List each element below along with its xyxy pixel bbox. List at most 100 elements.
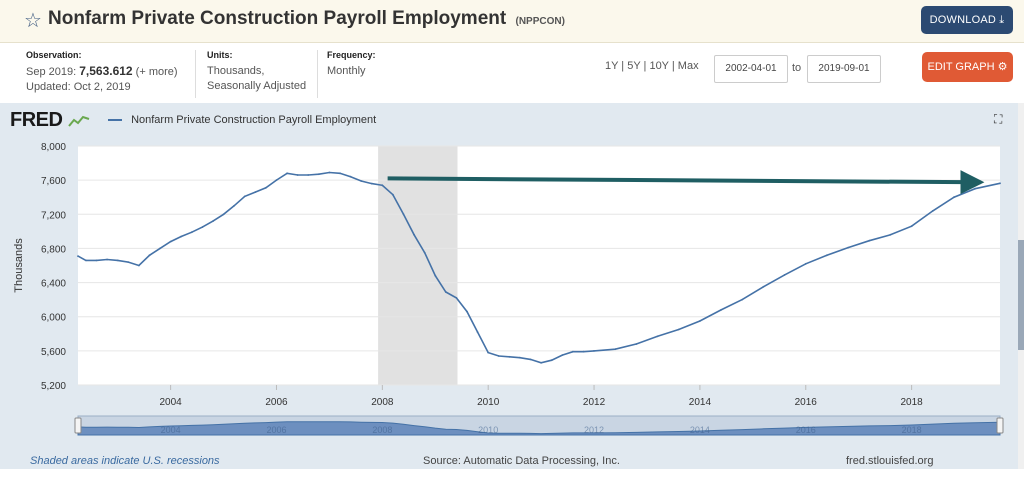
data-point xyxy=(444,291,447,293)
navigator-label: 2008 xyxy=(372,425,392,435)
recession-band xyxy=(378,146,458,385)
y-tick-label: 7,200 xyxy=(41,210,66,221)
source-text: Source: Automatic Data Processing, Inc. xyxy=(423,455,620,467)
frequency-label: Frequency: xyxy=(327,50,376,60)
navigator-label: 2010 xyxy=(478,425,498,435)
data-point xyxy=(381,184,384,187)
x-tick-label: 2018 xyxy=(900,397,923,408)
data-point xyxy=(222,213,225,216)
data-point xyxy=(476,331,479,333)
data-point xyxy=(328,171,331,174)
fred-logo-graph-icon xyxy=(67,115,89,127)
edit-graph-button[interactable]: EDIT GRAPH ⚙ xyxy=(922,52,1013,82)
navigator-label: 2006 xyxy=(266,425,286,435)
data-point xyxy=(519,356,521,359)
edit-graph-label: EDIT GRAPH xyxy=(927,61,995,73)
data-point xyxy=(826,254,828,257)
divider xyxy=(317,50,318,98)
data-point xyxy=(529,358,532,361)
units-line2: Seasonally Adjusted xyxy=(207,80,307,92)
updated-date: Updated: Oct 2, 2019 xyxy=(26,81,131,93)
data-point xyxy=(699,320,701,322)
fred-logo[interactable]: FRED xyxy=(10,109,90,132)
navigator-handle[interactable] xyxy=(996,417,1004,434)
data-point xyxy=(561,354,564,356)
data-point xyxy=(455,297,458,299)
data-point xyxy=(402,213,405,216)
observation-period: Sep 2019: xyxy=(26,66,77,78)
y-tick-label: 5,200 xyxy=(41,381,66,392)
recession-note-link[interactable]: Shaded areas indicate U.S. recessions xyxy=(30,455,220,467)
range-selector[interactable]: 1Y | 5Y | 10Y | Max xyxy=(605,60,699,72)
data-point xyxy=(296,174,299,176)
data-point xyxy=(127,261,130,263)
units-label: Units: xyxy=(207,50,233,60)
data-point xyxy=(116,259,119,262)
data-point xyxy=(423,251,426,254)
line-chart: 5,200 5,600 6,000 6,400 6,800 7,200 7,600 8,000… xyxy=(13,142,1004,436)
plot-background xyxy=(78,146,1000,385)
star-icon[interactable]: ☆ xyxy=(24,10,42,32)
x-tick-label: 2010 xyxy=(477,397,500,408)
data-point xyxy=(572,350,574,353)
download-button[interactable]: DOWNLOAD ⤓ xyxy=(921,6,1013,34)
data-point xyxy=(370,182,373,185)
site-link[interactable]: fred.stlouisfed.org xyxy=(846,455,934,467)
gear-icon: ⚙ xyxy=(997,61,1008,73)
scrollbar-thumb[interactable] xyxy=(1018,240,1024,350)
observation-value: 7,563.612 xyxy=(79,64,133,78)
data-point xyxy=(138,264,140,267)
observation-more-link[interactable]: (+ more) xyxy=(135,66,178,78)
download-label: DOWNLOAD xyxy=(929,14,997,26)
end-date-input[interactable]: 2019-09-01 xyxy=(807,55,881,83)
navigator-series xyxy=(77,421,1001,436)
data-point xyxy=(889,233,892,236)
data-point xyxy=(434,274,437,277)
data-point xyxy=(804,262,807,265)
data-point xyxy=(392,193,394,196)
fred-logo-text: FRED xyxy=(10,109,63,131)
annotation-arrow xyxy=(387,170,985,195)
data-point xyxy=(762,285,765,288)
y-tick-label: 6,400 xyxy=(41,279,66,290)
data-point xyxy=(95,259,98,262)
observation-line: Sep 2019: 7,563.612 (+ more) xyxy=(26,64,186,80)
data-point xyxy=(275,179,278,181)
units-line1: Thousands, xyxy=(207,65,265,77)
data-point xyxy=(148,254,151,257)
to-label: to xyxy=(792,62,802,74)
data-point xyxy=(286,172,288,175)
data-point xyxy=(254,191,257,193)
data-point xyxy=(317,173,320,176)
data-point xyxy=(339,172,341,175)
x-tick-label: 2014 xyxy=(689,397,712,408)
data-point xyxy=(85,259,87,262)
data-point xyxy=(233,204,236,207)
start-date-input[interactable]: 2002-04-01 xyxy=(714,55,788,83)
data-point xyxy=(212,220,214,222)
legend-swatch xyxy=(108,119,122,122)
data-point xyxy=(487,351,490,354)
data-point xyxy=(466,310,468,313)
data-point xyxy=(106,258,108,261)
data-point xyxy=(360,180,363,182)
units-block: Units: Thousands, Seasonally Adjusted xyxy=(207,50,317,94)
x-tick-label: 2008 xyxy=(371,397,394,408)
data-point xyxy=(656,335,659,338)
frequency-block: Frequency: Monthly xyxy=(327,50,407,79)
data-point xyxy=(159,247,161,250)
observation-block: Observation: Sep 2019: 7,563.612 (+ more… xyxy=(26,50,186,95)
navigator-handle[interactable] xyxy=(74,417,82,434)
data-point xyxy=(349,175,352,178)
x-tick-label: 2012 xyxy=(583,397,606,408)
fullscreen-icon[interactable]: ⛶ xyxy=(994,112,1003,126)
y-tick-label: 6,000 xyxy=(41,313,66,324)
data-point xyxy=(677,328,680,331)
download-icon: ⤓ xyxy=(999,14,1005,26)
data-point xyxy=(741,298,744,301)
y-tick-label: 7,600 xyxy=(41,176,66,187)
series-title: Nonfarm Private Construction Payroll Emp… xyxy=(48,8,507,29)
data-point xyxy=(413,233,415,236)
data-point xyxy=(180,235,183,238)
data-point xyxy=(508,355,511,358)
